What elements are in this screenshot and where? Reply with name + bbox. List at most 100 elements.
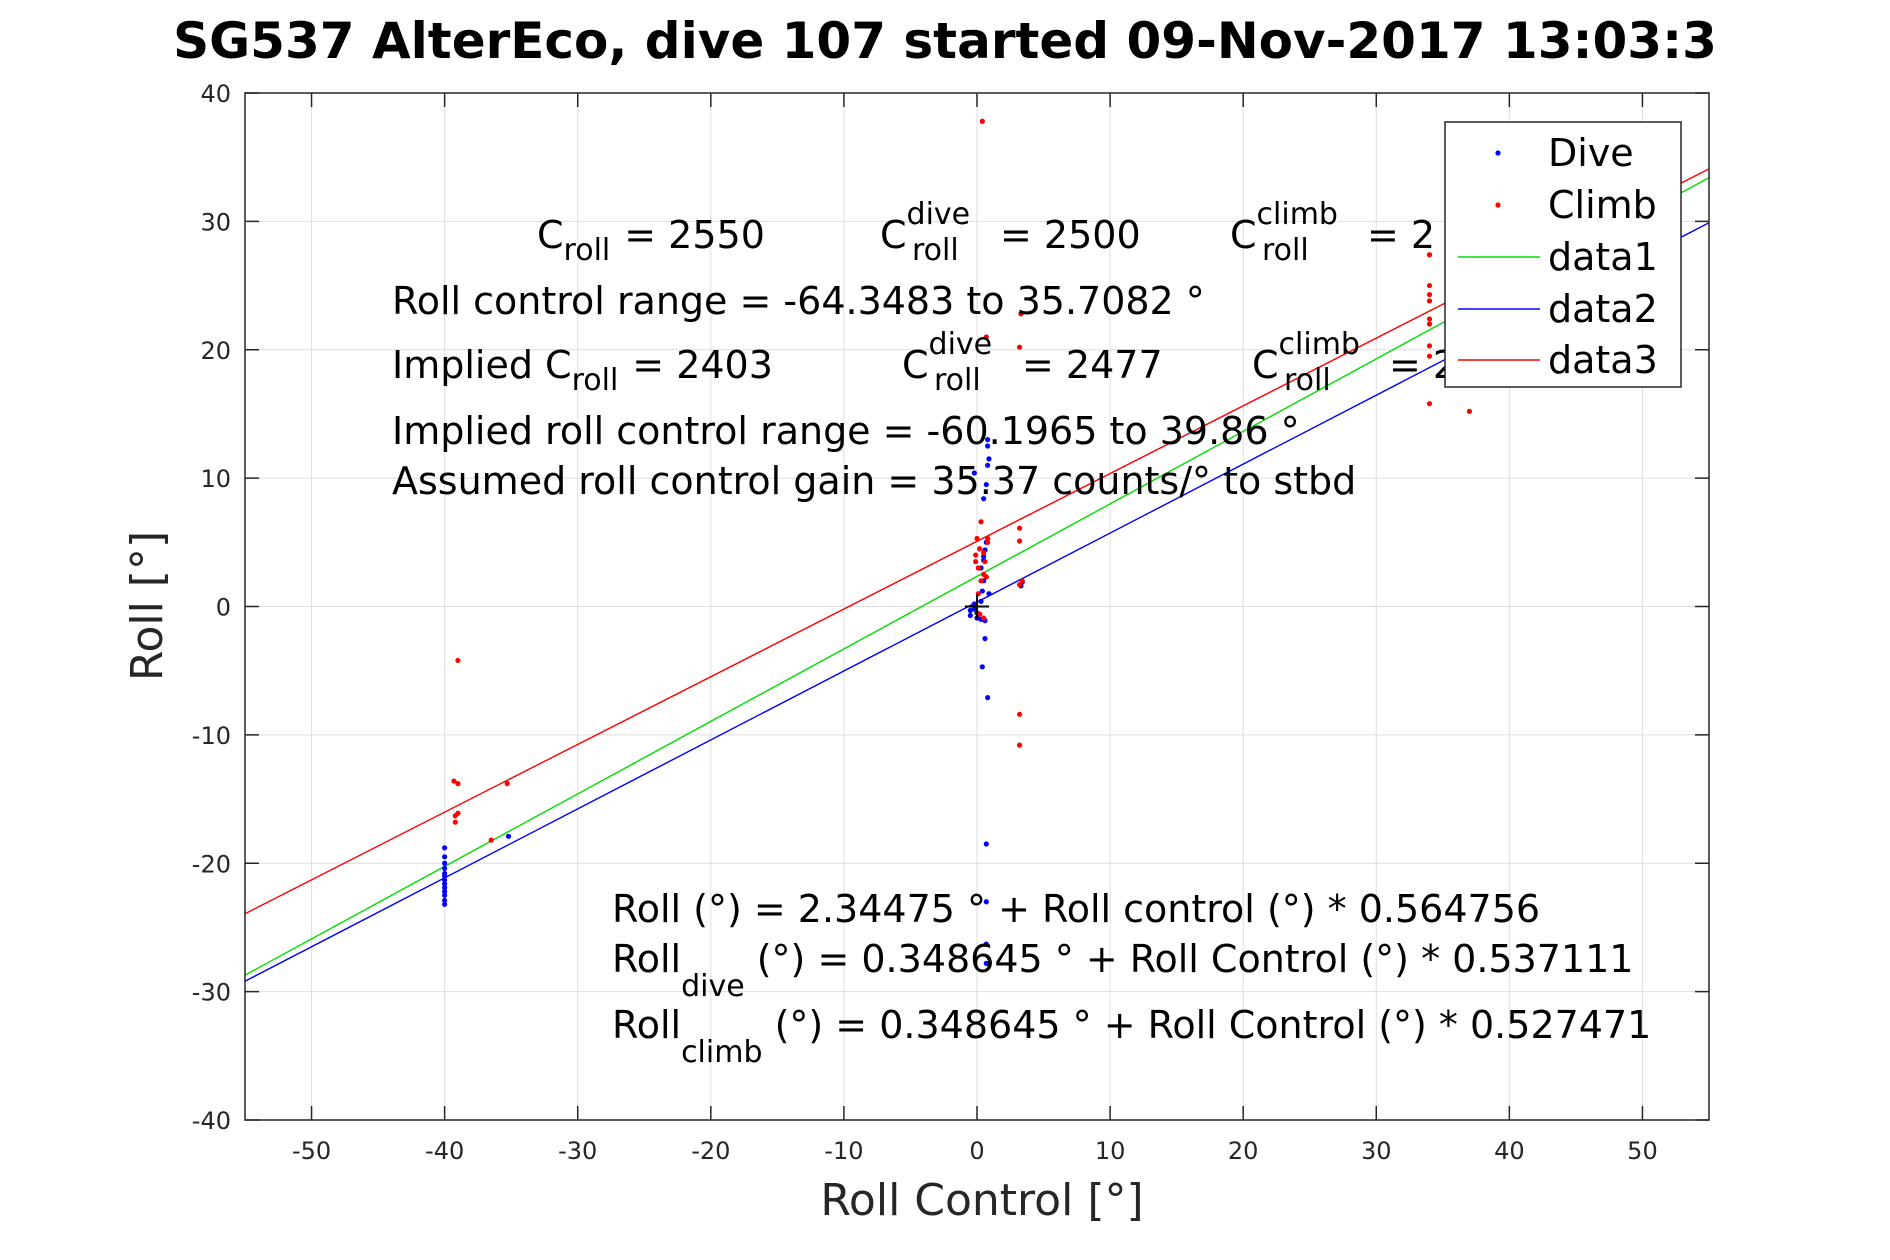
data-point-dive: [442, 854, 448, 860]
data-point-dive: [979, 664, 985, 670]
data-point-climb: [451, 778, 457, 784]
x-tick-label: 0: [969, 1137, 984, 1165]
data-point-climb: [1016, 711, 1023, 717]
data-point-dive: [442, 845, 448, 851]
data-point-climb: [1016, 538, 1023, 544]
c-roll-climb-value: = 2: [1367, 213, 1435, 257]
data-point-climb: [455, 657, 461, 664]
c-roll-value: = 2550: [624, 213, 765, 257]
data-point-dive: [505, 833, 512, 839]
implied-climb-sub: roll: [1284, 363, 1331, 398]
implied-c-roll-dive-annotation: Cdive roll = 2477: [902, 327, 1163, 398]
data-points: [442, 118, 1473, 966]
legend-label-climb: Climb: [1548, 183, 1657, 227]
data-point-dive: [983, 481, 989, 488]
x-tick-label: -30: [558, 1137, 597, 1165]
fit-climb-rest: (°) = 0.348645 ° + Roll Control (°) * 0.…: [763, 1003, 1652, 1047]
y-axis-label: Roll [°]: [122, 531, 173, 681]
chart-title: SG537 AlterEco, dive 107 started 09-Nov-…: [173, 12, 1717, 70]
y-tick-label: -20: [192, 850, 231, 878]
legend-label-data1: data1: [1548, 235, 1658, 279]
legend-box: [1444, 121, 1682, 388]
data-point-climb: [981, 615, 987, 621]
data-point-climb: [973, 552, 979, 558]
y-tick-label: 10: [200, 465, 231, 493]
data-point-climb: [1016, 582, 1023, 588]
data-point-climb: [985, 535, 991, 542]
legend-label-data2: data2: [1548, 287, 1658, 331]
data-point-dive: [985, 437, 991, 443]
y-tick-label: -40: [192, 1107, 231, 1135]
fit-climb-sub: climb: [681, 1035, 762, 1070]
c-roll-annotation: Croll = 2550: [537, 213, 765, 268]
x-tick-label: -40: [425, 1137, 464, 1165]
roll-control-range: Roll control range = -64.3483 to 35.7082…: [392, 279, 1205, 323]
data-point-dive: [442, 873, 448, 879]
data-point-climb: [973, 558, 979, 565]
data-point-climb: [1426, 321, 1433, 327]
annotations: Croll = 2550 Cdive roll = 2500 Cclimb roll = …: [392, 197, 1651, 1070]
c-roll-dive-annotation: Cdive roll = 2500: [880, 197, 1141, 268]
data-point-dive: [983, 841, 989, 847]
y-tick-label: 0: [216, 594, 231, 622]
implied-dive-sub: roll: [934, 363, 981, 398]
data-point-dive: [981, 553, 987, 560]
x-tick-label: 40: [1494, 1137, 1525, 1165]
c-roll-base: C: [537, 213, 564, 257]
data-point-dive: [971, 470, 977, 476]
implied-value: = 2403: [632, 343, 773, 387]
data-point-climb: [1016, 525, 1023, 531]
data-point-climb: [1426, 291, 1433, 298]
c-roll-dive-sub: roll: [912, 233, 959, 268]
data-point-dive: [985, 695, 991, 701]
implied-roll-control-range: Implied roll control range = -60.1965 to…: [392, 409, 1300, 453]
data-point-dive: [983, 899, 989, 905]
data-point-climb: [1426, 343, 1433, 349]
x-tick-label: 10: [1095, 1137, 1126, 1165]
c-roll-sub: roll: [564, 233, 611, 268]
data-point-climb: [1426, 316, 1433, 322]
data-point-climb: [981, 549, 987, 556]
data-point-dive: [983, 960, 989, 966]
data-point-climb: [1426, 298, 1433, 304]
fit-dive-base: Roll: [612, 937, 681, 981]
implied-dive-sup: dive: [929, 327, 993, 362]
fit-all-equation: Roll (°) = 2.34475 ° + Roll control (°) …: [612, 887, 1540, 931]
fit-climb-equation: Rollclimb (°) = 0.348645 ° + Roll Contro…: [612, 1003, 1651, 1070]
data-point-climb: [982, 558, 988, 565]
data-point-climb: [455, 781, 461, 787]
data-point-climb: [983, 574, 989, 580]
legend-marker-dive: [1495, 150, 1501, 156]
data-point-dive: [979, 588, 985, 594]
fit-dive-sub: dive: [681, 969, 745, 1004]
data-point-climb: [1019, 578, 1025, 584]
x-tick-label: -20: [691, 1137, 730, 1165]
data-point-climb: [452, 819, 458, 825]
c-roll-climb-annotation: Cclimb roll = 2: [1230, 197, 1435, 268]
c-roll-dive-sup: dive: [907, 197, 971, 232]
data-point-climb: [974, 535, 980, 542]
implied-climb-base: C: [1252, 343, 1279, 387]
data-point-climb: [1426, 282, 1433, 289]
tick-marks: [245, 92, 1709, 1121]
x-tick-label: 30: [1361, 1137, 1392, 1165]
c-roll-climb-sup: climb: [1257, 197, 1338, 232]
y-tick-label: 30: [200, 208, 231, 236]
implied-dive-base: C: [902, 343, 929, 387]
legend: Dive Climb data1 data2 data3: [1444, 121, 1682, 388]
data-point-dive: [971, 601, 977, 607]
implied-c-roll-annotation: Implied Croll = 2403: [392, 343, 773, 398]
data-point-climb: [985, 539, 991, 545]
y-tick-label: 40: [200, 80, 231, 108]
legend-marker-climb: [1495, 202, 1501, 208]
x-tick-label: 50: [1627, 1137, 1658, 1165]
data-point-dive: [442, 888, 448, 895]
data-point-climb: [1426, 401, 1433, 407]
data-point-dive: [442, 877, 448, 883]
c-roll-climb-sub: roll: [1262, 233, 1309, 268]
c-roll-dive-value: = 2500: [1000, 213, 1141, 257]
implied-climb-sup: climb: [1279, 327, 1360, 362]
data-point-dive: [978, 598, 984, 604]
data-point-dive: [971, 606, 977, 612]
y-tick-label: 20: [200, 337, 231, 365]
